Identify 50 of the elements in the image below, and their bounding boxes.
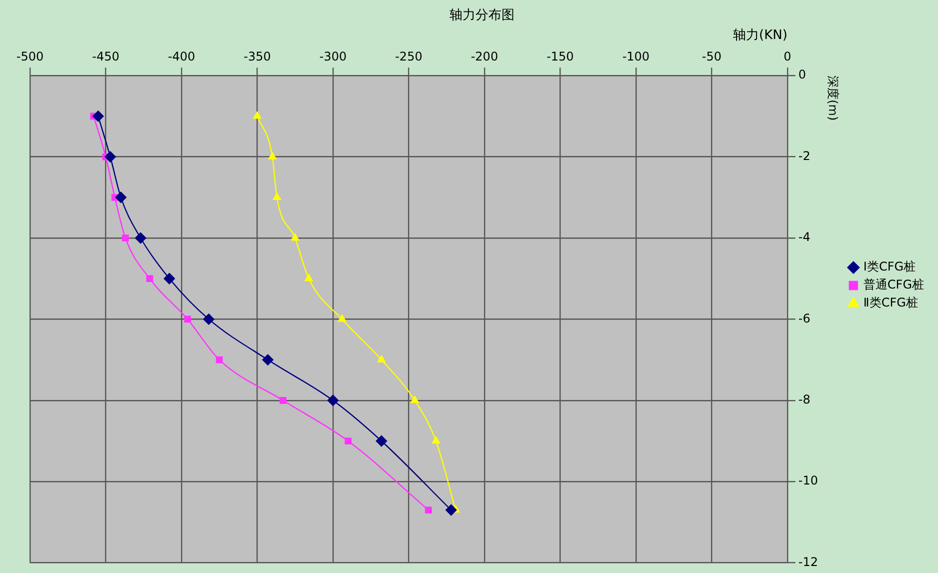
- point: [115, 192, 126, 203]
- point: [377, 355, 386, 362]
- x-tick-label: -400: [168, 50, 196, 64]
- x-tick-label: -300: [319, 50, 347, 64]
- point: [122, 234, 129, 242]
- x-tick-label: -100: [622, 50, 650, 64]
- point: [262, 354, 274, 366]
- point: [104, 151, 116, 162]
- x-tick-label: -200: [470, 50, 498, 64]
- x-tick-label: -50: [702, 50, 722, 64]
- legend-label: I类CFG桩: [863, 260, 916, 274]
- point: [432, 436, 440, 444]
- legend-label: 普通CFG桩: [863, 278, 924, 292]
- x-tick-label: -500: [16, 50, 44, 64]
- point: [410, 396, 419, 403]
- point: [344, 438, 352, 444]
- point: [184, 316, 191, 323]
- x-tick-label: -150: [546, 50, 574, 64]
- y-axis-title: 深度(m): [826, 76, 840, 121]
- point: [203, 314, 214, 325]
- point: [304, 274, 313, 282]
- point: [446, 504, 457, 516]
- chart-title: 轴力分布图: [450, 8, 514, 24]
- point: [268, 152, 276, 160]
- point: [291, 233, 300, 241]
- point: [376, 435, 388, 447]
- y-tick-label: 0: [798, 68, 806, 82]
- point: [164, 273, 175, 284]
- y-tick-label: -8: [798, 392, 810, 407]
- point: [280, 396, 286, 404]
- y-tick-label: -2: [798, 148, 810, 163]
- point: [338, 314, 346, 322]
- point: [272, 192, 281, 200]
- x-tick-label: -250: [395, 50, 422, 64]
- y-tick-label: -10: [798, 474, 818, 488]
- legend-label: Ⅱ类CFG桩: [863, 296, 918, 310]
- y-tick-label: -12: [798, 554, 818, 569]
- x-axis-title: 轴力(KN): [733, 28, 788, 43]
- point: [424, 506, 432, 514]
- point: [216, 356, 223, 364]
- x-tick-label: -350: [244, 50, 271, 64]
- point: [327, 394, 339, 406]
- x-tick-label: -450: [92, 50, 120, 64]
- y-tick-label: -6: [798, 311, 810, 326]
- y-tick-label: -4: [798, 230, 810, 244]
- point: [134, 232, 146, 244]
- point: [92, 110, 104, 122]
- point: [146, 275, 154, 282]
- x-tick-label: 0: [784, 50, 792, 64]
- point: [253, 112, 262, 119]
